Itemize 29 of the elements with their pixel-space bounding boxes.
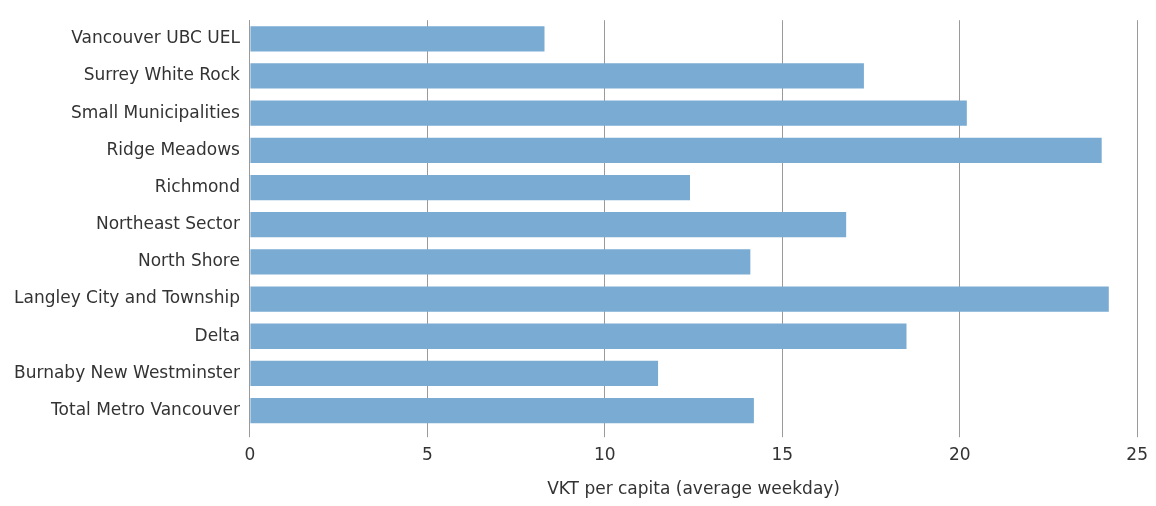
bar	[250, 397, 754, 424]
y-tick-label: Surrey White Rock	[83, 64, 241, 85]
y-tick-label: North Shore	[137, 250, 240, 271]
bar	[250, 323, 907, 349]
x-tick-label: 20	[948, 443, 971, 464]
y-tick-label: Northeast Sector	[95, 213, 240, 234]
bar	[250, 26, 545, 52]
x-axis-title: VKT per capita (average weekday)	[547, 478, 840, 499]
x-tick-label: 10	[594, 443, 616, 464]
bar	[250, 137, 1102, 163]
bar	[250, 63, 864, 89]
bar	[250, 249, 751, 275]
y-tick-label: Small Municipalities	[70, 101, 241, 122]
y-tick-label: Burnaby New Westminster	[14, 361, 240, 382]
x-tick-label: 0	[244, 443, 256, 464]
x-tick-label: 25	[1126, 443, 1148, 464]
x-tick-label: 5	[421, 443, 433, 464]
x-tick-label: 15	[771, 443, 794, 464]
y-tick-label: Richmond	[154, 175, 240, 196]
y-tick-label: Total Metro Vancouver	[50, 399, 240, 420]
bar	[250, 174, 691, 201]
y-tick-label: Ridge Meadows	[106, 138, 241, 159]
y-tick-label: Vancouver UBC UEL	[71, 27, 241, 48]
bar	[250, 360, 659, 387]
y-tick-label: Langley City and Township	[13, 287, 240, 308]
bar	[250, 286, 1109, 312]
bar	[250, 100, 967, 126]
bar	[250, 212, 847, 238]
y-tick-label: Delta	[194, 324, 240, 345]
